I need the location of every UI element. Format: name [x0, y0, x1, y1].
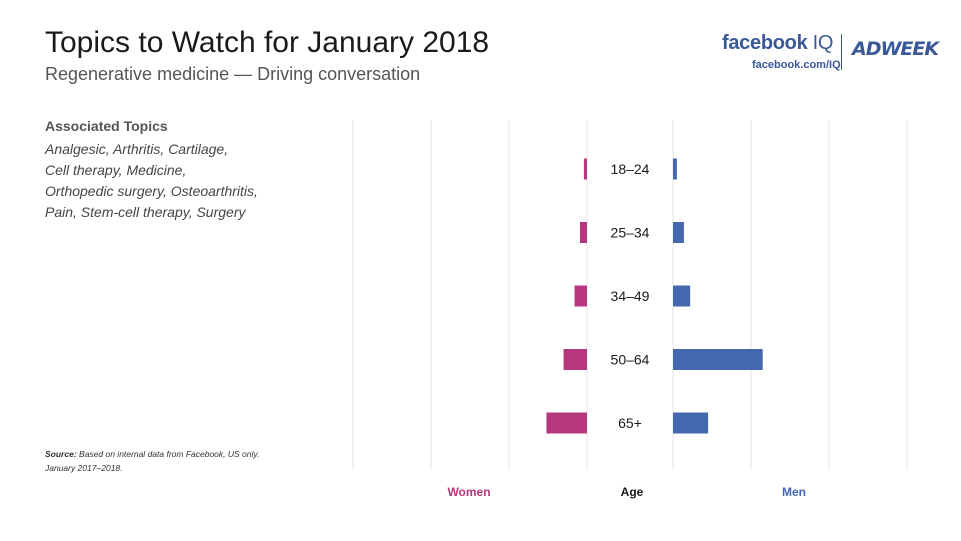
associated-topics-line: Cell therapy, Medicine,	[45, 162, 187, 178]
men-bar	[673, 412, 709, 434]
associated-topics-line: Analgesic, Arthritis, Cartilage,	[45, 141, 229, 157]
adweek-logo: ADWEEK	[852, 38, 939, 60]
men-bar	[673, 158, 677, 180]
page-subtitle: Regenerative medicine — Driving conversa…	[45, 64, 421, 84]
age-tick-label: 25–34	[611, 225, 650, 241]
men-bar	[673, 349, 763, 370]
legend-women: Women	[447, 485, 490, 499]
age-tick-label: 34–49	[611, 288, 650, 304]
age-tick-label: 65+	[618, 415, 642, 431]
facebook-iq-logo: facebook IQ	[722, 32, 833, 55]
brand-logos: facebook IQ facebook.com/IQ ADWEEK	[722, 30, 939, 74]
men-bar	[673, 285, 691, 307]
associated-topics-label: Associated Topics	[45, 118, 168, 134]
women-bar	[546, 412, 587, 434]
source-note: Source: Based on internal data from Face…	[45, 447, 259, 475]
brand-divider	[841, 34, 842, 70]
source-label: Source:	[45, 449, 77, 459]
facebook-iq-url[interactable]: facebook.com/IQ	[752, 59, 841, 71]
iq-wordmark: IQ	[812, 32, 834, 54]
age-tick-label: 18–24	[611, 161, 650, 177]
men-bar	[673, 222, 684, 243]
legend-men: Men	[782, 485, 806, 499]
source-period: January 2017–2018.	[45, 463, 123, 473]
women-bar	[563, 349, 587, 370]
source-text: Based on internal data from Facebook, US…	[79, 449, 260, 459]
women-bar	[579, 222, 587, 243]
page-title: Topics to Watch for January 2018	[45, 26, 490, 59]
associated-topics-list: Analgesic, Arthritis, Cartilage, Cell th…	[45, 139, 258, 223]
women-bar	[583, 158, 587, 180]
facebook-wordmark: facebook	[722, 32, 808, 54]
women-bar	[574, 285, 587, 307]
age-tick-label: 50–64	[611, 352, 650, 368]
associated-topics-line: Orthopedic surgery, Osteoarthritis,	[45, 183, 258, 199]
axis-label-age: Age	[621, 485, 644, 499]
associated-topics-line: Pain, Stem-cell therapy, Surgery	[45, 204, 246, 220]
